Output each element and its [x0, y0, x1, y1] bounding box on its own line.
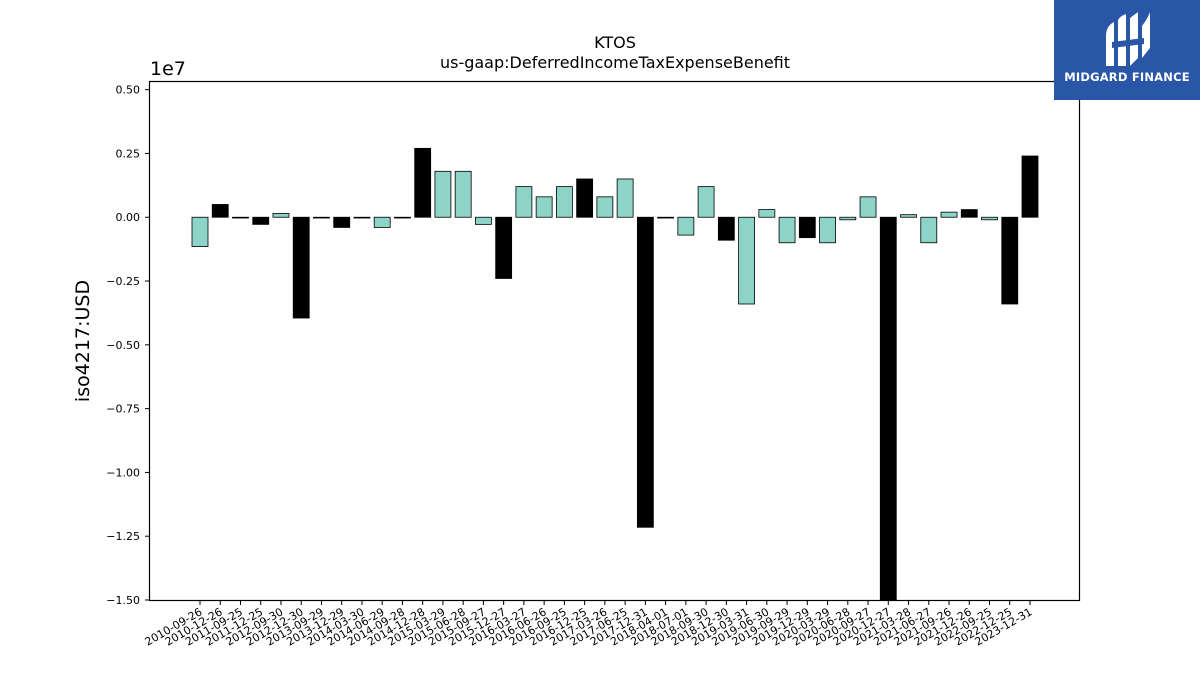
y-axis: 0.50 0.25 0.00 −0.25 −0.50 −0.75 −1.00 −1.25 −1.…	[106, 84, 150, 607]
bar-2013-12-29	[333, 216, 351, 228]
y-tick-label: −1.25	[106, 530, 140, 543]
bars-group	[191, 147, 1039, 601]
bar-2019-03-31	[738, 216, 755, 305]
plot-frame	[148, 80, 1081, 602]
y-tick-label: −1.00	[106, 466, 140, 479]
y-tick-label: 0.50	[116, 84, 141, 97]
bar-2021-09-26	[940, 211, 958, 218]
bar-2014-03-30	[353, 216, 371, 219]
y-tick-label: 0.00	[116, 211, 141, 224]
bar-2016-09-25	[555, 186, 573, 218]
bar-2017-12-31	[636, 216, 654, 528]
bar-2016-06-26	[535, 196, 553, 218]
bar-2015-09-27	[475, 216, 492, 225]
bar-2021-12-26	[960, 209, 978, 218]
bar-2020-12-27	[879, 216, 897, 601]
chart-title: KTOS	[594, 33, 636, 52]
y-axis-label: iso4217:USD	[72, 280, 94, 402]
bar-2016-12-25	[576, 178, 594, 218]
bar-2015-12-27	[495, 216, 513, 279]
bar-2012-12-30	[292, 216, 310, 319]
bar-2022-09-25	[981, 216, 998, 221]
bar-2023-12-31	[1021, 155, 1039, 218]
y-tick-label: −0.25	[106, 275, 140, 288]
bar-2021-03-28	[900, 214, 917, 218]
y-scale-label: 1e7	[150, 58, 186, 80]
bar-2019-09-29	[778, 216, 796, 244]
bar-2012-09-30	[272, 213, 290, 218]
bar-2018-04-01	[657, 216, 675, 219]
bar-2010-12-26	[211, 204, 229, 218]
bar-2022-12-25	[1001, 216, 1019, 305]
bar-2010-09-26	[191, 216, 209, 247]
bar-2018-07-01	[677, 216, 695, 236]
bar-2021-06-27	[920, 216, 938, 244]
midgard-logo: MIDGARD FINANCE	[1054, 0, 1200, 100]
bar-2015-03-29	[434, 170, 452, 218]
bar-2014-09-28	[394, 216, 411, 219]
y-tick-label: −0.75	[106, 403, 140, 416]
y-tick-label: 0.25	[116, 147, 141, 160]
bar-2016-03-27	[515, 186, 533, 218]
bar-2017-03-26	[596, 196, 614, 218]
bar-2020-09-27	[859, 196, 877, 218]
bar-2019-06-30	[758, 209, 776, 218]
chart-subtitle: us-gaap:DeferredIncomeTaxExpenseBenefit	[440, 53, 790, 72]
bar-2017-06-25	[616, 178, 634, 218]
bar-2014-12-28	[414, 147, 432, 218]
logo-text: MIDGARD FINANCE	[1064, 70, 1190, 84]
bar-2018-09-30	[697, 186, 715, 218]
bar-2014-06-29	[373, 216, 391, 228]
bar-2020-03-29	[819, 216, 836, 244]
bar-2020-06-28	[839, 216, 857, 221]
x-axis: 2010-09-262010-12-262011-09-252011-12-25…	[143, 600, 1035, 649]
bar-2011-09-25	[232, 216, 249, 219]
bar-2018-12-30	[717, 216, 735, 241]
bar-2015-06-28	[454, 170, 472, 218]
y-tick-label: −1.50	[106, 594, 140, 607]
bar-2011-12-25	[252, 216, 270, 225]
bar-2019-12-29	[798, 216, 816, 239]
bar-2013-09-29	[313, 216, 330, 219]
midgard-logo-icon	[1106, 12, 1150, 66]
y-tick-label: −0.50	[106, 339, 140, 352]
